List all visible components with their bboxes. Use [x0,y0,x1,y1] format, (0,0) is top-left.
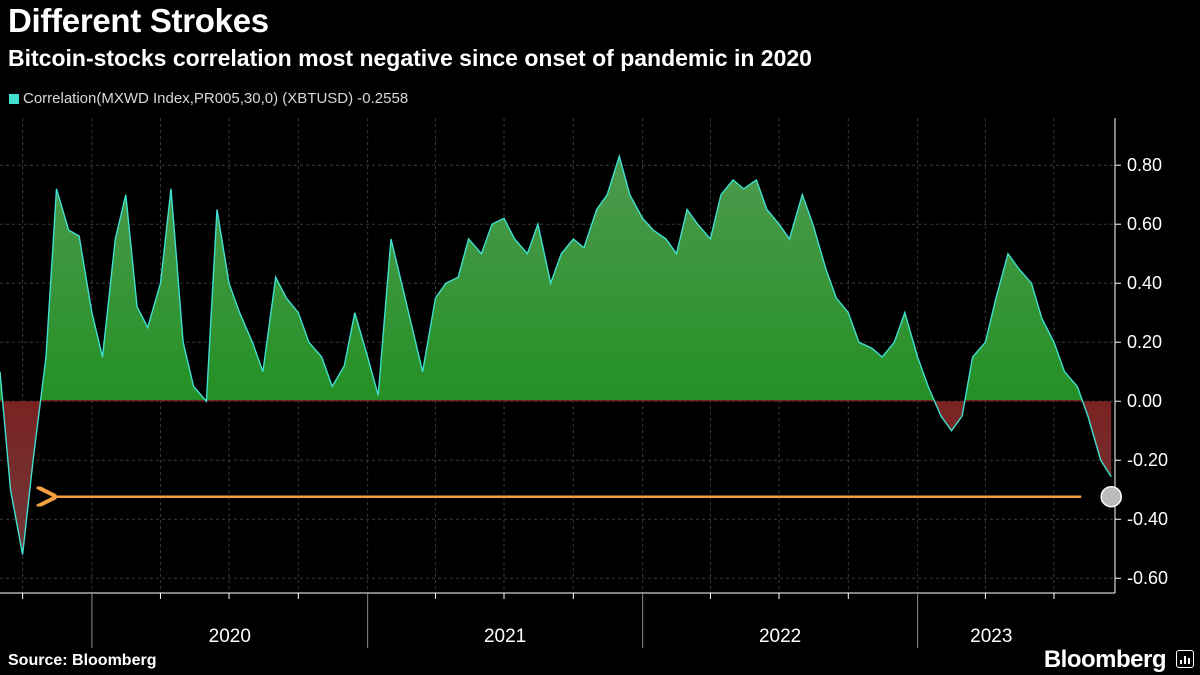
x-tick-label: 2023 [970,626,1012,647]
positive-area [0,156,1083,400]
x-tick-label: 2022 [759,626,801,647]
legend-swatch [9,93,19,104]
legend-series-name: Correlation(MXWD Index,PR005,30,0) (XBTU… [23,90,354,107]
x-tick-label: 2020 [209,626,251,647]
y-tick-label: 0.00 [1127,391,1162,411]
axes: 0.80 0.60 0.40 0.20 0.00 -0.20 -0.40 -0.60 2020 2… [0,118,1168,648]
y-tick-label: -0.60 [1127,568,1168,588]
series-areas [0,153,1112,555]
bloomberg-terminal-icon [1176,650,1194,668]
legend-last-value: -0.2558 [357,90,409,107]
y-tick-label: -0.20 [1127,450,1168,470]
y-tick-label: -0.40 [1127,509,1168,529]
y-tick-label: 0.40 [1127,273,1162,293]
x-tick-label: 2021 [484,626,526,647]
source-note: Source: Bloomberg [8,652,157,669]
chart-title: Different Strokes [8,2,269,39]
grid-lines [0,118,1115,593]
annotations [53,485,1122,508]
chart-subtitle: Bitcoin-stocks correlation most negative… [8,45,812,71]
legend: Correlation(MXWD Index,PR005,30,0) (XBTU… [9,90,408,107]
brand-logo-text: Bloomberg [1043,646,1167,673]
y-tick-label: 0.80 [1127,155,1162,175]
series-line [0,153,1112,555]
y-tick-label: 0.60 [1127,214,1162,234]
y-tick-label: 0.20 [1127,332,1162,352]
last-value-marker [1100,485,1122,508]
